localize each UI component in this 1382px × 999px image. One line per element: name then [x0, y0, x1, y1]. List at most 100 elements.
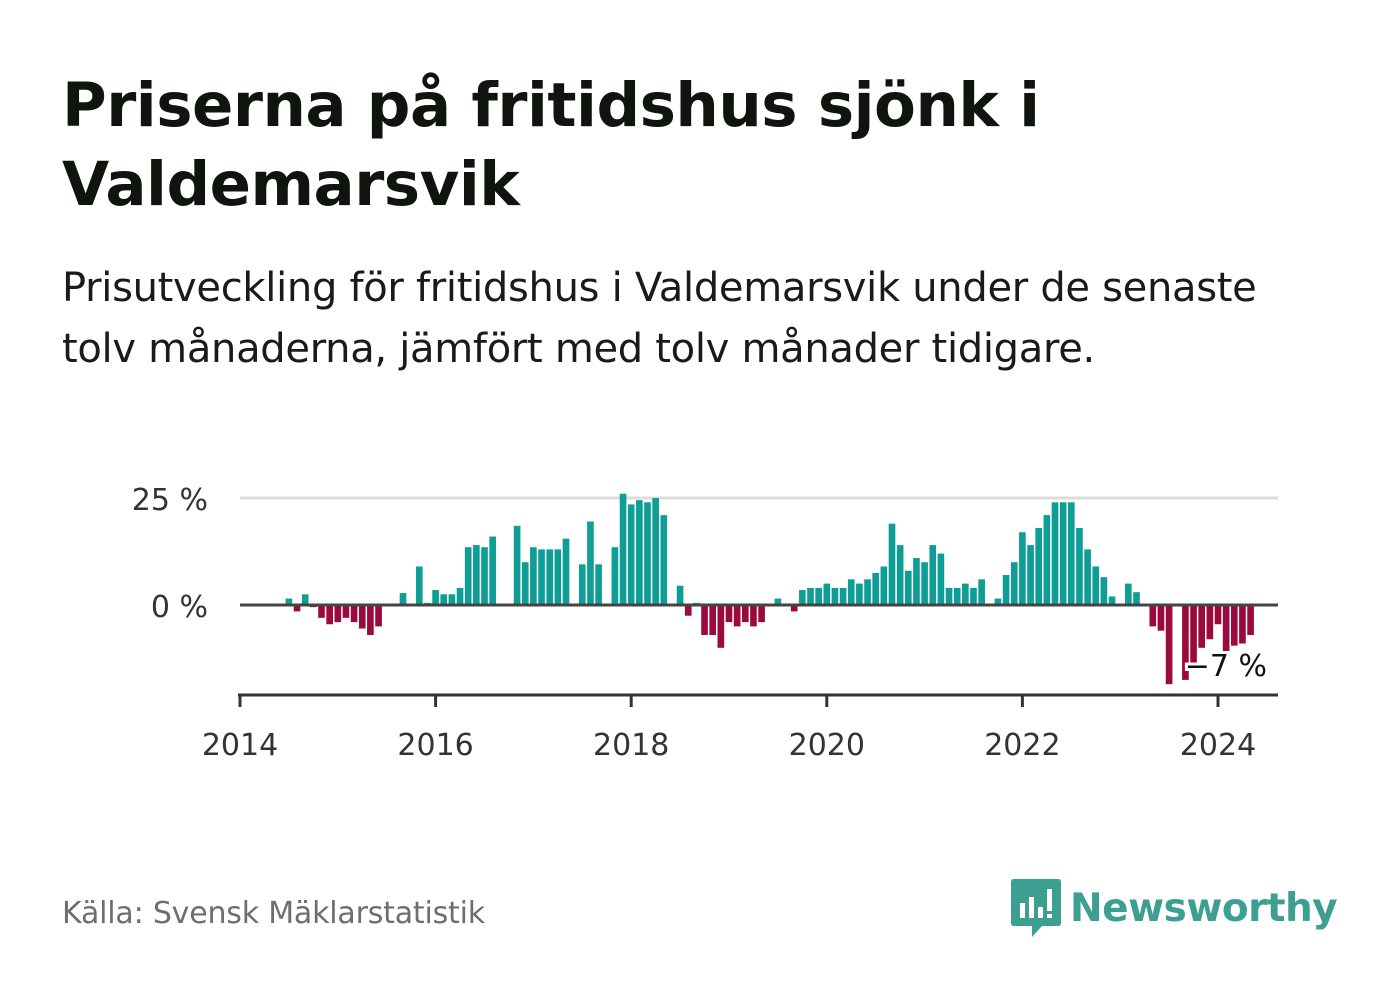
bar	[399, 593, 407, 605]
bar-chart: 25 % 0 % 2014 2016 2018 2020 2022 2024 −7 %	[132, 483, 1278, 763]
bar	[611, 547, 619, 605]
bar	[1027, 545, 1034, 605]
bar	[1100, 577, 1108, 605]
bar	[627, 504, 635, 605]
y-tick-label: 25 %	[132, 483, 208, 518]
bar	[342, 605, 350, 618]
bar	[864, 579, 871, 605]
x-tick-label: 2020	[789, 728, 865, 763]
bar	[856, 583, 863, 605]
bar	[1051, 502, 1059, 605]
bar	[578, 564, 586, 605]
x-tick-label: 2018	[593, 728, 669, 763]
bar	[1230, 605, 1238, 646]
bar	[839, 587, 847, 605]
bar	[945, 587, 953, 605]
bar	[1133, 592, 1140, 605]
bar	[448, 594, 456, 605]
bar	[758, 605, 765, 623]
bar	[318, 605, 325, 618]
bar	[725, 605, 733, 623]
bar	[334, 605, 342, 623]
bar	[530, 547, 537, 605]
bar	[1157, 605, 1165, 631]
newsworthy-logo-icon	[1011, 879, 1061, 937]
bar	[684, 605, 692, 616]
bar	[741, 605, 749, 623]
bar	[440, 594, 448, 605]
bar	[937, 553, 945, 605]
bar	[473, 545, 480, 605]
newsworthy-logo: Newsworthy	[1010, 877, 1338, 939]
bar	[538, 549, 545, 605]
bar	[799, 590, 806, 605]
bar	[1084, 549, 1091, 605]
bar	[546, 549, 554, 605]
bar	[774, 598, 782, 605]
bar	[456, 587, 464, 605]
bar	[415, 566, 423, 605]
bar	[513, 525, 521, 605]
last-value-annotation: −7 %	[1185, 649, 1267, 684]
bar	[1182, 605, 1189, 680]
bar	[285, 598, 293, 605]
x-tick-label: 2022	[984, 728, 1060, 763]
source-note: Källa: Svensk Mäklarstatistik	[62, 896, 485, 931]
bar	[872, 572, 880, 605]
bar	[489, 536, 496, 605]
bar	[375, 605, 382, 627]
bar	[1165, 605, 1173, 685]
x-tick-label: 2016	[397, 728, 473, 763]
bar	[1247, 605, 1254, 635]
bar	[733, 605, 741, 627]
bar	[709, 605, 717, 635]
bar	[1190, 605, 1197, 663]
bar	[888, 523, 896, 605]
bar	[1206, 605, 1214, 640]
chart-subtitle: Prisutveckling för fritidshus i Valdemar…	[62, 265, 1257, 372]
bar	[1076, 527, 1083, 605]
bar	[970, 587, 977, 605]
bar	[962, 583, 969, 605]
y-tick-label: 0 %	[151, 590, 208, 625]
bar	[301, 594, 309, 605]
bar	[1108, 596, 1116, 605]
bar	[521, 562, 529, 605]
bar	[587, 521, 594, 605]
bar	[619, 493, 627, 605]
bar	[652, 498, 659, 605]
bar	[880, 566, 888, 605]
bar	[904, 570, 912, 605]
bar	[913, 557, 920, 605]
chart-title: Priserna på fritidshus sjönk i Valdemars…	[62, 70, 1040, 220]
bar	[367, 605, 374, 635]
bar	[350, 605, 358, 623]
bar	[847, 579, 855, 605]
bar	[1214, 605, 1222, 625]
bar	[1222, 605, 1230, 657]
bar	[358, 605, 366, 629]
bar	[929, 545, 937, 605]
bar	[1092, 566, 1100, 605]
bar	[896, 545, 904, 605]
bar	[1198, 605, 1206, 648]
bar	[481, 547, 488, 605]
bar	[562, 538, 570, 605]
bar	[595, 564, 602, 605]
bar	[1035, 527, 1043, 605]
bar	[807, 587, 814, 605]
bar	[978, 579, 985, 605]
x-tick-label: 2014	[202, 728, 278, 763]
bar	[1019, 532, 1026, 605]
bar	[790, 605, 798, 612]
bar	[1239, 605, 1246, 644]
bar	[1067, 502, 1075, 605]
bar	[1002, 575, 1010, 605]
bar	[921, 562, 928, 605]
bar	[1125, 583, 1132, 605]
bar	[636, 500, 643, 605]
bar	[1010, 562, 1018, 605]
bar	[676, 585, 684, 605]
bar	[554, 549, 562, 605]
bar	[750, 605, 757, 627]
